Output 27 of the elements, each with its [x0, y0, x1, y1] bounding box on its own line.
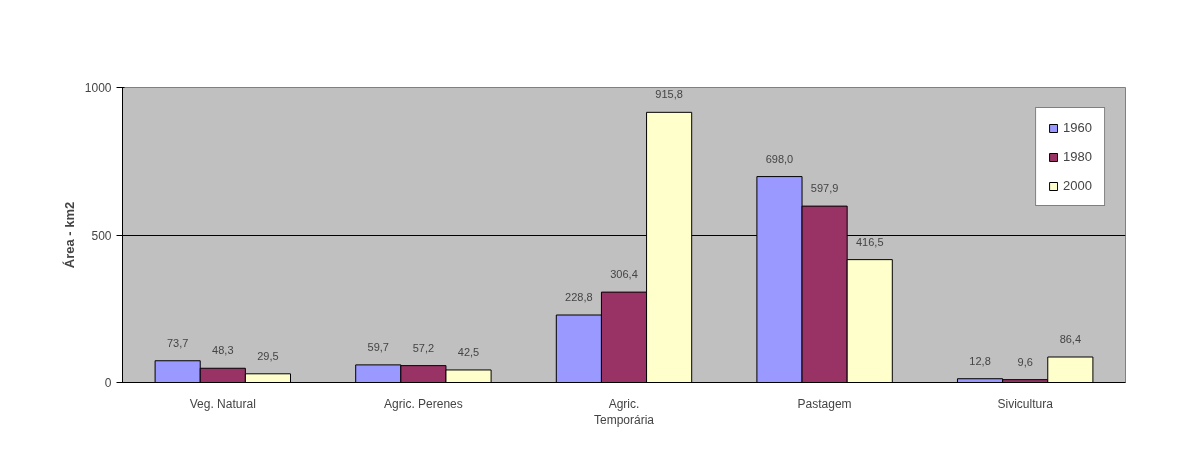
data-label: 416,5 [855, 235, 884, 248]
data-label: 57,2 [412, 341, 435, 354]
data-label: 86,4 [1059, 333, 1082, 346]
data-label: 42,5 [457, 345, 480, 358]
data-label: 73,7 [166, 336, 189, 349]
x-tick-label: Pastagem [797, 396, 852, 411]
legend-label: 1980 [1063, 149, 1092, 164]
x-tick-label: Agric. Perenes [384, 396, 463, 411]
x-tick-label: Agric. Temporária [593, 396, 655, 428]
y-tick-label: 1000 [84, 81, 112, 95]
y-tick-label: 500 [91, 228, 112, 243]
legend-label: 1960 [1063, 120, 1092, 135]
y-tick-label: 0 [104, 376, 112, 390]
data-label: 597,9 [810, 182, 839, 195]
data-label: 915,8 [655, 88, 683, 101]
data-label: 228,8 [565, 291, 593, 303]
data-label: 29,5 [257, 349, 279, 362]
data-label: 9,6 [1017, 355, 1033, 368]
data-label: 59,7 [367, 340, 389, 353]
data-label: 12,8 [969, 354, 991, 367]
data-label: 306,4 [610, 268, 638, 281]
x-tick-label: Sivicultura [997, 396, 1054, 411]
y-axis-title: Área - km2 [61, 201, 77, 269]
legend-label: 2000 [1063, 178, 1092, 193]
data-label: 698,0 [765, 152, 794, 165]
x-tick-label: Veg. Natural [189, 396, 256, 411]
data-label: 48,3 [212, 344, 234, 357]
